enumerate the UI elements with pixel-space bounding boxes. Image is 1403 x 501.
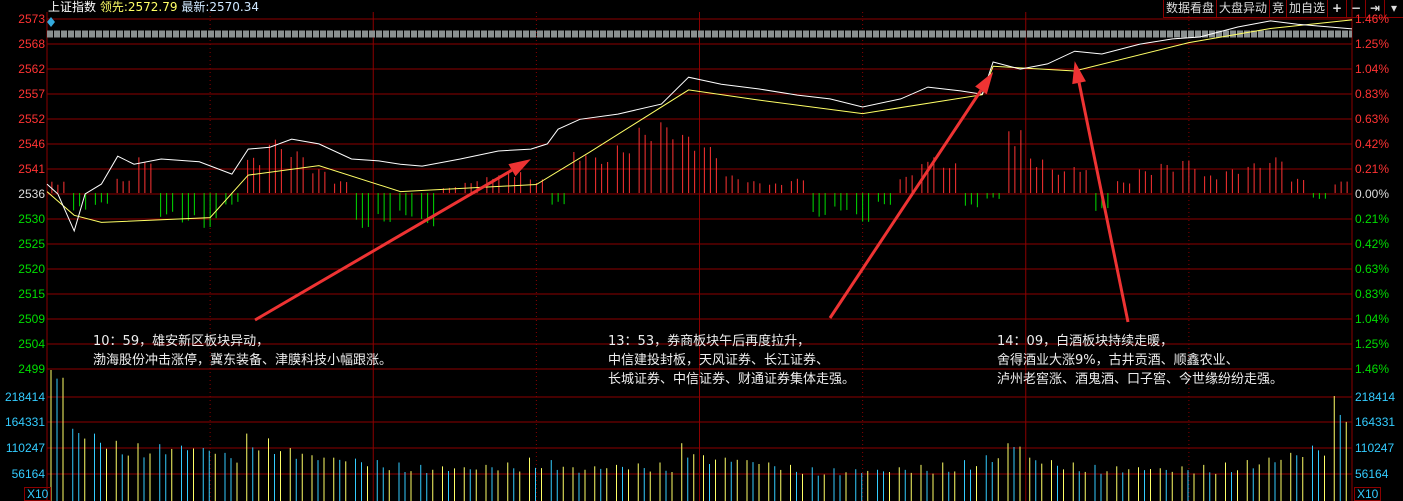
volume-tick: 56164: [1355, 467, 1389, 481]
price-tick: 2499: [18, 362, 45, 376]
annotation-arrows: [254, 61, 1130, 323]
price-tick: 2504: [18, 337, 45, 351]
percent-tick: 0.83%: [1355, 287, 1390, 301]
lead-label: 领先:: [99, 0, 128, 14]
price-tick: 2509: [18, 312, 45, 326]
annotation-1: 10：59，雄安新区板块异动， 渤海股份冲击涨停，冀东装备、津膜科技小幅跟涨。: [93, 332, 392, 370]
lead-value: 2572.79: [127, 0, 178, 14]
auction-button[interactable]: 竞: [1268, 0, 1286, 17]
price-tick: 2530: [18, 212, 45, 226]
add-watchlist-button[interactable]: 加自选: [1285, 0, 1327, 17]
annotation-line: 10：59，雄安新区板块异动，: [93, 334, 270, 349]
chart-header: 上证指数 领先:2572.79 最新:2570.34: [48, 0, 259, 14]
price-tick: 2568: [18, 37, 45, 51]
arrow-head-icon: [1072, 61, 1086, 85]
price-tick: 2562: [18, 62, 45, 76]
annotation-line: 舍得酒业大涨9%，古井贡酒、顺鑫农业、: [997, 353, 1239, 368]
volume-tick: 110247: [1355, 441, 1395, 455]
volume-tick: 164331: [1355, 415, 1396, 429]
last-value: 2570.34: [209, 0, 260, 14]
volume-multiplier-button[interactable]: X10: [24, 487, 52, 501]
percent-tick: 1.46%: [1355, 362, 1390, 376]
annotation-line: 中信建投封板，天风证券、长江证券、: [608, 353, 830, 368]
percent-tick: 1.46%: [1355, 12, 1390, 26]
annotation-line: 泸州老窖涨、酒鬼酒、口子窖、今世缘纷纷走强。: [997, 372, 1284, 387]
price-tick: 2525: [18, 237, 45, 251]
volume-tick: 164331: [4, 415, 45, 429]
arrow-shaft: [1077, 82, 1130, 323]
percent-tick: 0.63%: [1355, 262, 1390, 276]
price-tick: 2573: [18, 12, 45, 26]
data-view-button[interactable]: 数据看盘: [1162, 0, 1216, 17]
skip-end-icon[interactable]: ⇥: [1365, 0, 1384, 17]
annotation-line: 渤海股份冲击涨停，冀东装备、津膜科技小幅跟涨。: [93, 353, 393, 368]
price-tick: 2557: [18, 87, 45, 101]
volume-bars: [50, 370, 1347, 501]
volume-tick: 56164: [11, 467, 45, 481]
percent-tick: 1.04%: [1355, 62, 1390, 76]
percent-tick: 1.25%: [1355, 337, 1390, 351]
percent-tick: 0.42%: [1355, 237, 1390, 251]
price-tick: 2520: [18, 262, 45, 276]
percent-tick: 0.42%: [1355, 137, 1390, 151]
volume-tick: 218414: [4, 390, 45, 404]
volume-tick: 218414: [1355, 390, 1396, 404]
index-name: 上证指数: [48, 0, 97, 14]
percent-tick: 0.21%: [1355, 162, 1390, 176]
annotation-3: 14：09，白酒板块持续走暖， 舍得酒业大涨9%，古井贡酒、顺鑫农业、 泸州老窖…: [997, 332, 1283, 389]
volume-multiplier-button[interactable]: X10: [1354, 487, 1382, 501]
price-line: [46, 20, 1353, 233]
percent-tick: 0.83%: [1355, 87, 1390, 101]
dropdown-icon[interactable]: ▾: [1384, 0, 1403, 17]
toolbar: 数据看盘 大盘异动 竞 加自选 + − ⇥ ▾: [1162, 0, 1403, 18]
arrow-shaft: [828, 89, 983, 319]
breadth-bars: [51, 122, 1348, 228]
chart-grid: [46, 0, 1353, 501]
price-tick: 2546: [18, 137, 45, 151]
diamond-marker-icon: [47, 17, 55, 27]
arrow-head-icon: [975, 72, 994, 95]
annotation-line: 长城证券、中信证券、财通证券集体走强。: [608, 372, 856, 387]
last-label: 最新:: [181, 0, 210, 14]
percent-tick: 1.04%: [1355, 312, 1390, 326]
annotation-2: 13：53，券商板块午后再度拉升， 中信建投封板，天风证券、长江证券、 长城证券…: [608, 332, 855, 389]
price-tick: 2536: [18, 187, 45, 201]
price-tick: 2515: [18, 287, 45, 301]
volume-tick: 110247: [5, 441, 45, 455]
annotation-line: 14：09，白酒板块持续走暖，: [997, 334, 1174, 349]
plus-icon[interactable]: +: [1327, 0, 1346, 17]
arrow-shaft: [254, 168, 513, 322]
percent-tick: 0.63%: [1355, 112, 1390, 126]
minus-icon[interactable]: −: [1346, 0, 1365, 17]
lead-line: [46, 19, 1353, 223]
price-tick: 2552: [18, 112, 45, 126]
percent-tick: 1.25%: [1355, 37, 1390, 51]
price-tick: 2541: [18, 162, 45, 176]
arrow-head-icon: [508, 159, 531, 177]
percent-tick: 0.00%: [1355, 187, 1390, 201]
annotation-line: 13：53，券商板块午后再度拉升，: [608, 334, 811, 349]
percent-tick: 0.21%: [1355, 212, 1390, 226]
market-alert-button[interactable]: 大盘异动: [1215, 0, 1269, 17]
